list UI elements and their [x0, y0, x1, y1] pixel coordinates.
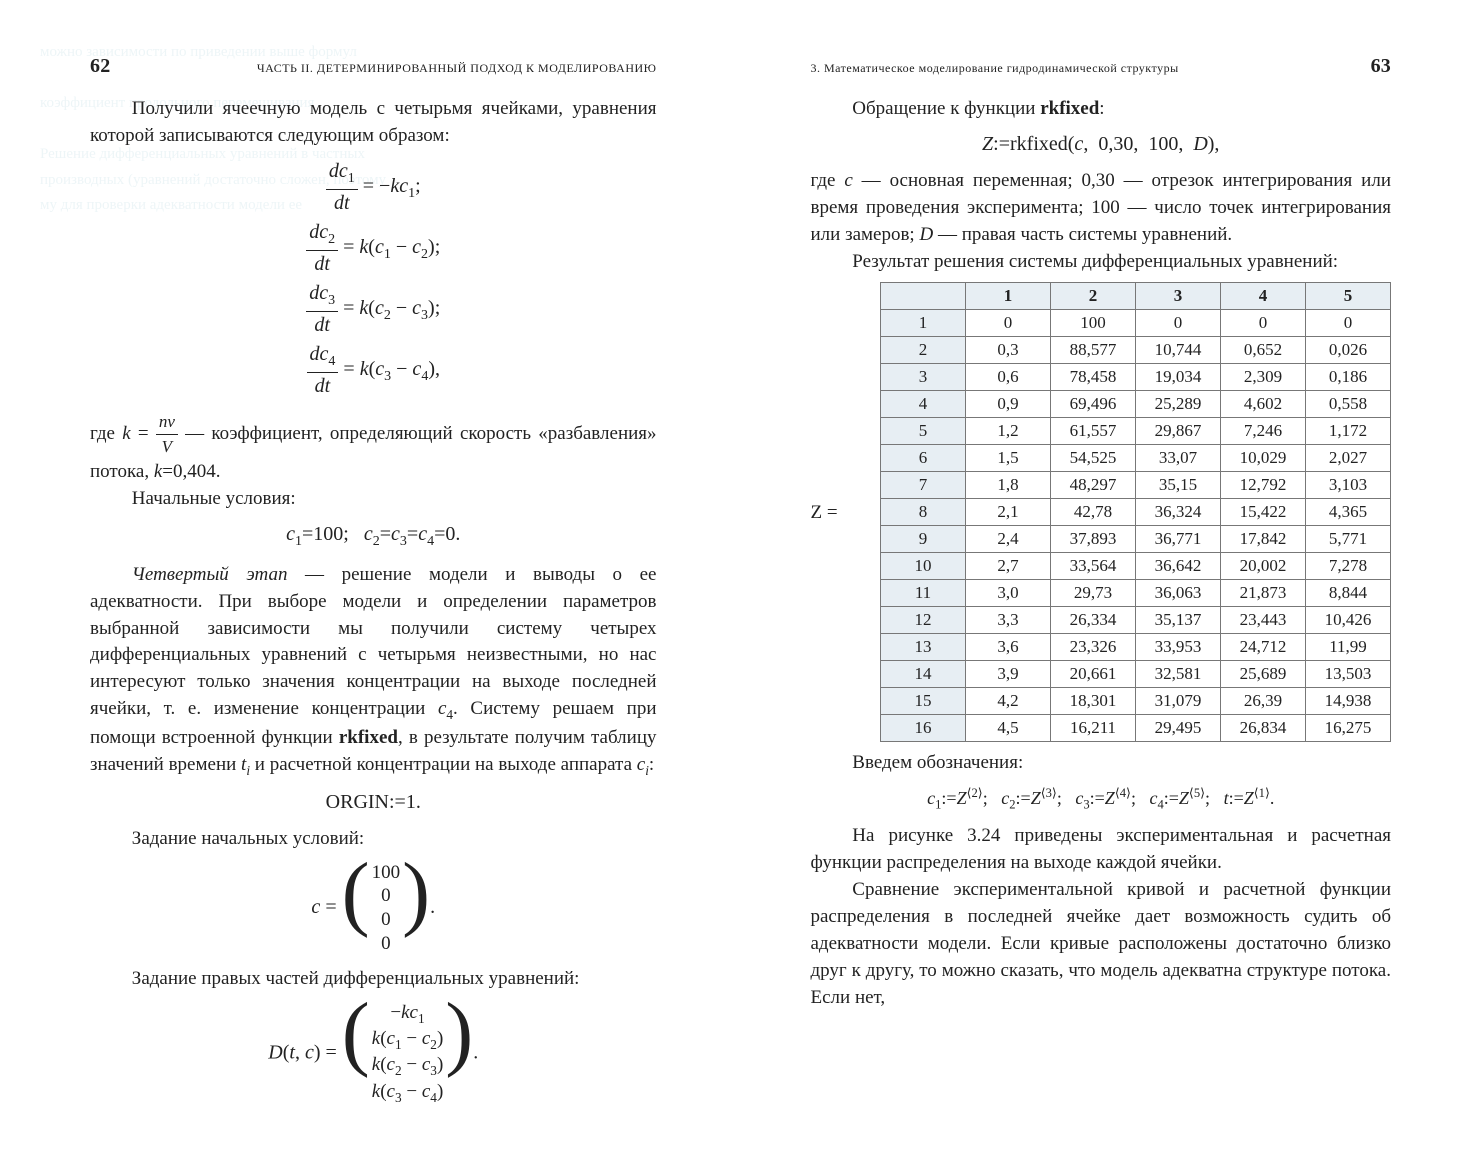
para: Сравнение экспериментальной кривой и рас…	[811, 877, 1392, 1012]
orgin-assignment: ORGIN:=1.	[90, 789, 657, 816]
table-row: 30,678,45819,0342,3090,186	[881, 363, 1391, 390]
para: Обращение к функции rkfixed:	[811, 96, 1392, 123]
table-header: 3	[1136, 282, 1221, 309]
initial-conditions: c1=100; c2=c3=c4=0.	[90, 521, 657, 552]
para: Получили ячеечную модель с четырьмя ячей…	[90, 96, 657, 150]
table-row: 51,261,55729,8677,2461,172	[881, 417, 1391, 444]
table-row: 92,437,89336,77117,8425,771	[881, 525, 1391, 552]
para-rkfixed-legend: где c — основная переменная; 0,30 — отре…	[811, 168, 1392, 249]
para: Задание правых частей дифференциальных у…	[90, 966, 657, 993]
para: На рисунке 3.24 приведены эксперименталь…	[811, 823, 1392, 877]
table-row: 71,848,29735,1512,7923,103	[881, 471, 1391, 498]
table-row: 40,969,49625,2894,6020,558	[881, 390, 1391, 417]
table-row: 164,516,21129,49526,83416,275	[881, 714, 1391, 741]
table-row: 154,218,30131,07926,3914,938	[881, 687, 1391, 714]
table-row: 10100000	[881, 309, 1391, 336]
running-head-left: 62 ЧАСТЬ II. ДЕТЕРМИНИРОВАННЫЙ ПОДХОД К …	[90, 55, 657, 78]
para-k-def: где k = nvV — коэффициент, определяющий …	[90, 410, 657, 486]
z-column-defs: c1:=Z⟨2⟩; c2:=Z⟨3⟩; c3:=Z⟨4⟩; c4:=Z⟨5⟩; …	[811, 785, 1392, 814]
table-row: 113,029,7336,06321,8738,844	[881, 579, 1391, 606]
table-header: 2	[1051, 282, 1136, 309]
z-table-wrap: Z = 123451010000020,388,57710,7440,6520,…	[811, 276, 1392, 750]
para: Задание начальных условий:	[90, 826, 657, 853]
table-row: 20,388,57710,7440,6520,026	[881, 336, 1391, 363]
table-row: 143,920,66132,58125,68913,503	[881, 660, 1391, 687]
table-header	[881, 282, 966, 309]
table-header: 4	[1221, 282, 1306, 309]
table-header: 5	[1306, 282, 1391, 309]
table-row: 82,142,7836,32415,4224,365	[881, 498, 1391, 525]
book-spread: 62 ЧАСТЬ II. ДЕТЕРМИНИРОВАННЫЙ ПОДХОД К …	[0, 0, 1481, 1163]
z-label: Z =	[811, 502, 838, 524]
page-number: 63	[1371, 55, 1391, 78]
page-63: 3. Математическое моделирование гидродин…	[741, 0, 1481, 1163]
page-62: 62 ЧАСТЬ II. ДЕТЕРМИНИРОВАННЫЙ ПОДХОД К …	[0, 0, 741, 1163]
para-stage4: Четвертый этап — решение модели и выводы…	[90, 562, 657, 781]
para: Результат решения системы дифференциальн…	[811, 249, 1392, 276]
table-row: 133,623,32633,95324,71211,99	[881, 633, 1391, 660]
table-row: 123,326,33435,13723,44310,426	[881, 606, 1391, 633]
vector-D: D(t, c) = ( −kc1 k(c1 − c2) k(c2 − c3) k…	[90, 1001, 657, 1107]
running-head-right: 3. Математическое моделирование гидродин…	[811, 55, 1392, 78]
result-table: 123451010000020,388,57710,7440,6520,0263…	[880, 282, 1391, 742]
table-row: 61,554,52533,0710,0292,027	[881, 444, 1391, 471]
table-header: 1	[966, 282, 1051, 309]
equation-system: dc1dt = −kc1; dc2dt = k(c1 − c2); dc3dt …	[90, 158, 657, 400]
para: Начальные условия:	[90, 486, 657, 513]
vector-c: c = ( 100000 ) .	[90, 861, 657, 956]
chapter-title: 3. Математическое моделирование гидродин…	[811, 61, 1179, 76]
page-number: 62	[90, 55, 110, 78]
table-row: 102,733,56436,64220,0027,278	[881, 552, 1391, 579]
para: Введем обозначения:	[811, 750, 1392, 777]
rkfixed-call: Z:=rkfixed(c, 0,30, 100, D),	[811, 131, 1392, 158]
section-title: ЧАСТЬ II. ДЕТЕРМИНИРОВАННЫЙ ПОДХОД К МОД…	[257, 61, 657, 76]
